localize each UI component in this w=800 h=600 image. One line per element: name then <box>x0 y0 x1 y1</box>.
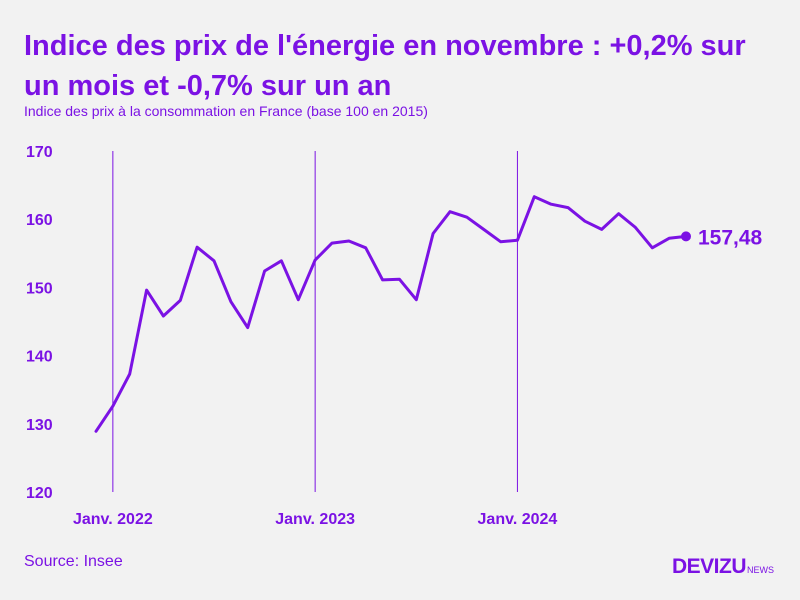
data-point <box>229 300 232 303</box>
data-point <box>668 237 671 240</box>
data-point <box>617 212 620 215</box>
chart-title: Indice des prix de l'énergie en novembre… <box>24 30 746 102</box>
data-point <box>381 278 384 281</box>
data-point <box>213 259 216 262</box>
x-tick-label: Janv. 2024 <box>478 511 558 528</box>
end-value-label: 157,48 <box>698 226 763 249</box>
y-tick-label: 120 <box>26 485 53 502</box>
y-tick-label: 150 <box>26 280 53 297</box>
y-tick-label: 130 <box>26 417 53 434</box>
y-axis: 120 130 140 150 160 170 <box>26 144 53 502</box>
data-point <box>196 246 199 249</box>
data-point <box>297 298 300 301</box>
y-tick-label: 170 <box>26 144 53 161</box>
data-point <box>432 232 435 235</box>
data-point <box>567 206 570 209</box>
data-point <box>634 226 637 229</box>
data-point <box>499 240 502 243</box>
y-tick-label: 140 <box>26 349 53 366</box>
source-note: Source: Insee <box>24 553 123 570</box>
data-point <box>263 270 266 273</box>
data-point <box>482 228 485 231</box>
x-axis-markers: Janv. 2022 Janv. 2023 Janv. 2024 <box>73 151 557 528</box>
data-point <box>347 240 350 243</box>
data-point <box>314 259 317 262</box>
data-point <box>179 299 182 302</box>
x-tick-label: Janv. 2023 <box>275 511 355 528</box>
data-point <box>583 220 586 223</box>
series-line <box>94 195 688 433</box>
logo-main: DEVIZU <box>672 555 747 578</box>
data-point <box>95 430 98 433</box>
y-tick-label: 160 <box>26 212 53 229</box>
data-point <box>111 405 114 408</box>
data-point <box>246 326 249 329</box>
data-point <box>516 239 519 242</box>
data-point <box>651 246 654 249</box>
series-group: 157,48 <box>94 195 763 433</box>
end-point-dot <box>681 231 691 242</box>
data-point <box>415 298 418 301</box>
devizu-logo: DEVIZUNEWS <box>672 555 774 579</box>
data-point <box>162 315 165 318</box>
data-point <box>533 195 536 198</box>
data-point <box>331 242 334 245</box>
data-point <box>280 259 283 262</box>
data-point <box>550 203 553 206</box>
x-tick-label: Janv. 2022 <box>73 511 153 528</box>
data-point <box>600 228 603 231</box>
data-point <box>145 289 148 292</box>
data-point <box>398 278 401 281</box>
chart-subtitle: Indice des prix à la consommation en Fra… <box>24 103 428 119</box>
data-point <box>364 246 367 249</box>
data-point <box>449 210 452 213</box>
logo-small: NEWS <box>747 565 775 575</box>
data-point <box>465 216 468 219</box>
data-point <box>128 373 131 376</box>
